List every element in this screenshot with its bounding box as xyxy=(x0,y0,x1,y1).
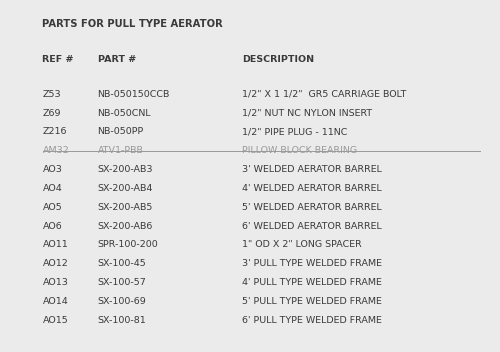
Text: SX-100-45: SX-100-45 xyxy=(98,259,146,268)
Text: PART #: PART # xyxy=(98,55,136,64)
Text: DESCRIPTION: DESCRIPTION xyxy=(242,55,314,64)
Text: NB-050CNL: NB-050CNL xyxy=(98,108,151,118)
Text: 3' PULL TYPE WELDED FRAME: 3' PULL TYPE WELDED FRAME xyxy=(242,259,382,268)
Text: 4' WELDED AERATOR BARREL: 4' WELDED AERATOR BARREL xyxy=(242,184,382,193)
Text: SX-200-AB4: SX-200-AB4 xyxy=(98,184,153,193)
Text: SX-200-AB3: SX-200-AB3 xyxy=(98,165,153,174)
Text: 6' WELDED AERATOR BARREL: 6' WELDED AERATOR BARREL xyxy=(242,222,382,231)
Text: 1/2" PIPE PLUG - 11NC: 1/2" PIPE PLUG - 11NC xyxy=(242,127,348,137)
Text: 1/2" X 1 1/2"  GR5 CARRIAGE BOLT: 1/2" X 1 1/2" GR5 CARRIAGE BOLT xyxy=(242,90,407,99)
Text: NB-050150CCB: NB-050150CCB xyxy=(98,90,170,99)
Text: REF #: REF # xyxy=(42,55,74,64)
Text: AO11: AO11 xyxy=(42,240,68,250)
Text: Z216: Z216 xyxy=(42,127,67,137)
Text: SX-100-69: SX-100-69 xyxy=(98,297,146,306)
Text: 5' WELDED AERATOR BARREL: 5' WELDED AERATOR BARREL xyxy=(242,203,382,212)
Text: AO14: AO14 xyxy=(42,297,68,306)
Text: 6' PULL TYPE WELDED FRAME: 6' PULL TYPE WELDED FRAME xyxy=(242,316,382,325)
Text: SX-200-AB6: SX-200-AB6 xyxy=(98,222,153,231)
Text: SPR-100-200: SPR-100-200 xyxy=(98,240,158,250)
Text: SX-100-81: SX-100-81 xyxy=(98,316,146,325)
Text: PARTS FOR PULL TYPE AERATOR: PARTS FOR PULL TYPE AERATOR xyxy=(42,19,223,29)
Text: AO4: AO4 xyxy=(42,184,62,193)
Text: AO3: AO3 xyxy=(42,165,62,174)
Text: AO5: AO5 xyxy=(42,203,62,212)
Text: SX-200-AB5: SX-200-AB5 xyxy=(98,203,153,212)
Text: PILLOW BLOCK BEARING: PILLOW BLOCK BEARING xyxy=(242,146,358,155)
Text: 5' PULL TYPE WELDED FRAME: 5' PULL TYPE WELDED FRAME xyxy=(242,297,382,306)
Text: ATV1-PBB: ATV1-PBB xyxy=(98,146,144,155)
Text: AO13: AO13 xyxy=(42,278,68,287)
Text: Z69: Z69 xyxy=(42,108,61,118)
Text: NB-050PP: NB-050PP xyxy=(98,127,144,137)
Text: Z53: Z53 xyxy=(42,90,61,99)
Text: AO15: AO15 xyxy=(42,316,68,325)
Text: 3' WELDED AERATOR BARREL: 3' WELDED AERATOR BARREL xyxy=(242,165,382,174)
Text: AM32: AM32 xyxy=(42,146,69,155)
Text: 4' PULL TYPE WELDED FRAME: 4' PULL TYPE WELDED FRAME xyxy=(242,278,382,287)
Text: 1/2" NUT NC NYLON INSERT: 1/2" NUT NC NYLON INSERT xyxy=(242,108,372,118)
Text: 1" OD X 2" LONG SPACER: 1" OD X 2" LONG SPACER xyxy=(242,240,362,250)
Text: SX-100-57: SX-100-57 xyxy=(98,278,146,287)
Text: AO6: AO6 xyxy=(42,222,62,231)
Text: AO12: AO12 xyxy=(42,259,68,268)
